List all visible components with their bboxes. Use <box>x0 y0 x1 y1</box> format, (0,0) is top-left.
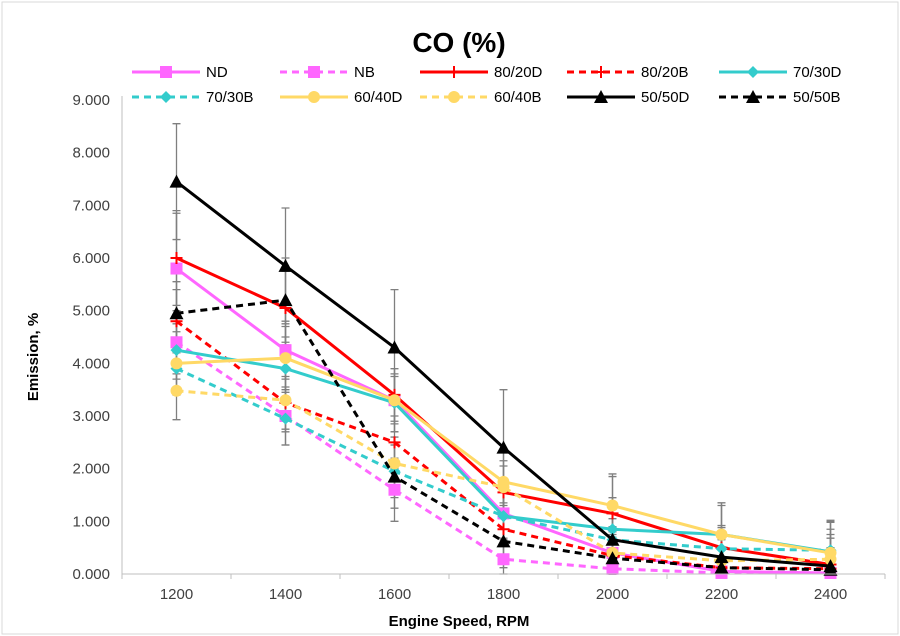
legend-marker <box>746 90 760 103</box>
legend-marker <box>448 66 460 78</box>
y-tick-label: 4.000 <box>72 355 110 372</box>
legend-item: NB <box>280 64 375 81</box>
data-point <box>497 553 510 566</box>
data-point <box>606 499 619 512</box>
legend-item: 70/30B <box>132 89 254 106</box>
x-tick-label: 2200 <box>705 586 738 603</box>
data-point <box>278 293 293 307</box>
legend-label: ND <box>206 64 228 81</box>
data-point <box>279 352 292 365</box>
data-point <box>714 560 729 574</box>
legend-marker <box>160 91 172 103</box>
legend-marker <box>308 91 320 103</box>
data-point <box>170 336 183 349</box>
data-point <box>388 457 401 470</box>
legend-label: 80/20D <box>494 64 543 81</box>
legend-item: 50/50D <box>567 89 690 106</box>
legend-label: 50/50D <box>641 89 690 106</box>
legend-label: 80/20B <box>641 64 689 81</box>
y-tick-label: 7.000 <box>72 197 110 214</box>
data-point <box>278 258 293 272</box>
legend-item: 60/40B <box>420 89 542 106</box>
x-tick-label: 1600 <box>378 586 411 603</box>
series-50-50b <box>169 293 838 576</box>
data-point <box>170 357 183 370</box>
data-point <box>388 483 401 496</box>
data-point <box>605 551 620 565</box>
data-point <box>169 174 184 188</box>
legend-label: 50/50B <box>793 89 841 106</box>
data-point <box>496 534 511 548</box>
data-point <box>605 532 620 546</box>
data-point <box>715 542 728 555</box>
data-point <box>387 340 402 354</box>
data-point <box>606 523 619 536</box>
data-point <box>823 562 838 576</box>
legend-item: 80/20D <box>420 64 543 81</box>
data-point <box>497 510 510 523</box>
x-axis-title: Engine Speed, RPM <box>389 613 530 630</box>
y-tick-label: 8.000 <box>72 145 110 162</box>
legend-marker <box>594 90 608 103</box>
data-point <box>170 252 183 264</box>
legend: ND NB 80/20D 80/20B 70/30D 70/30B 60/40D 60/40B… <box>132 64 842 106</box>
x-tick-label: 1800 <box>487 586 520 603</box>
legend-marker <box>308 66 320 78</box>
data-point <box>606 562 619 575</box>
legend-label: 60/40B <box>494 89 542 106</box>
y-tick-label: 5.000 <box>72 303 110 320</box>
data-point <box>279 412 292 425</box>
x-tick-label: 1400 <box>269 586 302 603</box>
legend-marker <box>595 66 607 78</box>
data-point <box>279 394 292 407</box>
axes: 1200 1400 1600 1800 2000 2200 2400 0.000 1.000 2.… <box>72 92 886 603</box>
y-tick-label: 3.000 <box>72 408 110 425</box>
data-point <box>497 481 510 494</box>
y-tick-label: 0.000 <box>72 566 110 583</box>
chart-title: CO (%) <box>412 27 505 58</box>
data-point <box>388 394 401 407</box>
data-point <box>170 384 183 397</box>
legend-label: 60/40D <box>354 89 403 106</box>
data-point <box>388 436 401 449</box>
legend-label: 70/30B <box>206 89 254 106</box>
y-tick-label: 2.000 <box>72 461 110 478</box>
legend-item: 60/40D <box>280 89 403 106</box>
data-point <box>387 469 402 483</box>
legend-marker <box>747 66 759 78</box>
x-tick-label: 1200 <box>160 586 193 603</box>
data-point <box>714 550 729 564</box>
data-point <box>170 344 183 357</box>
y-tick-label: 1.000 <box>72 513 110 530</box>
y-tick-label: 6.000 <box>72 250 110 267</box>
data-point <box>169 306 184 320</box>
legend-label: 70/30D <box>793 64 842 81</box>
legend-item: 70/30D <box>719 64 842 81</box>
data-point <box>279 362 292 375</box>
data-point <box>497 523 510 536</box>
legend-item: ND <box>132 64 228 81</box>
legend-label: NB <box>354 64 375 81</box>
x-tick-label: 2000 <box>596 586 629 603</box>
data-point <box>496 440 511 454</box>
y-tick-label: 9.000 <box>72 92 110 109</box>
x-tick-label: 2400 <box>814 586 847 603</box>
y-axis-title: Emission, % <box>25 313 42 401</box>
legend-item: 80/20B <box>567 64 689 81</box>
legend-marker <box>160 66 172 78</box>
data-point <box>170 262 183 275</box>
data-point <box>715 528 728 541</box>
legend-item: 50/50B <box>719 89 841 106</box>
plot-area <box>169 123 838 579</box>
legend-marker <box>448 91 460 103</box>
